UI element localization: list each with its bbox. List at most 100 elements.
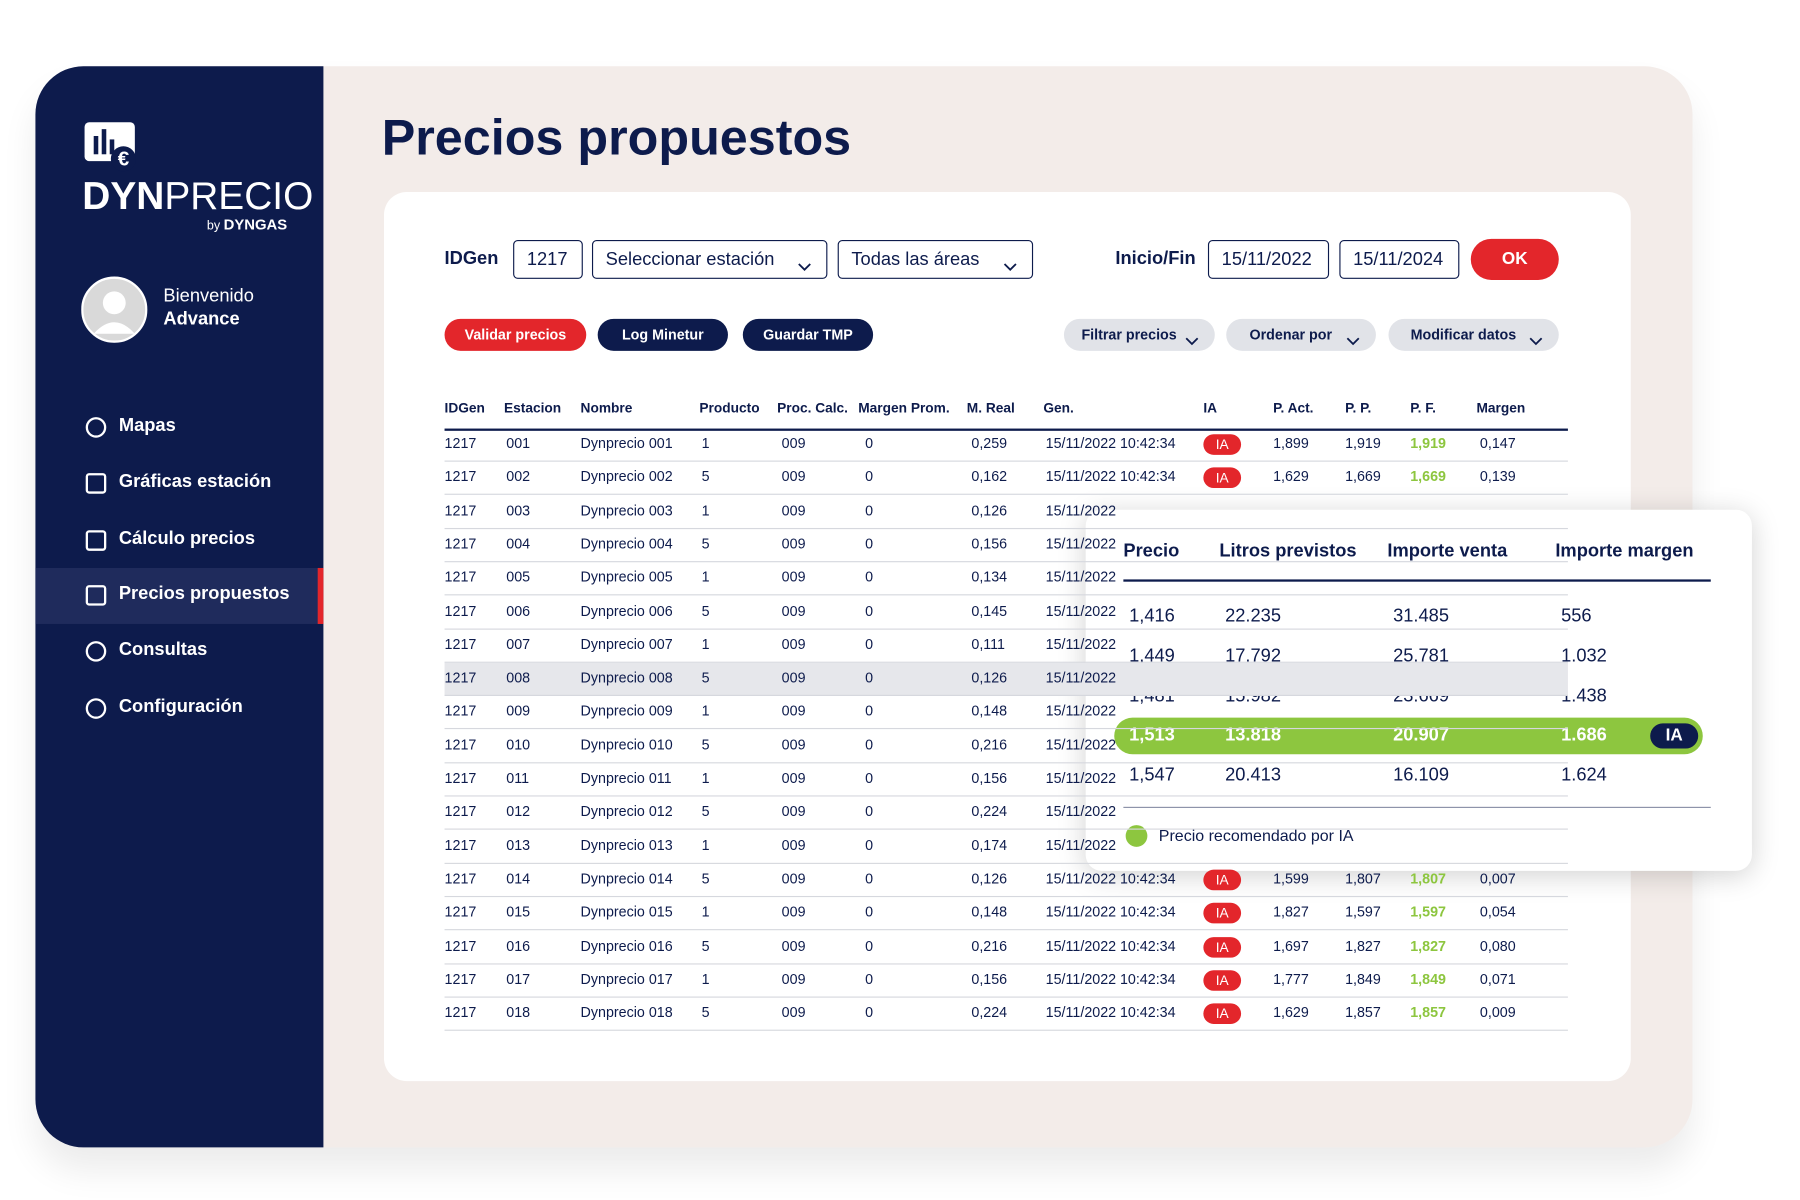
table-cell: 1217 [444,803,477,820]
table-cell: 1,777 [1273,971,1309,988]
row-rule [444,828,1568,831]
popup-header: Importe venta [1387,541,1508,562]
final-price: 1,669 [1410,468,1446,485]
legend-dot [1125,825,1148,847]
popup-cell: 1.624 [1561,765,1607,786]
table-cell: 15/11/2022 [1045,904,1117,921]
ok-button[interactable]: OK [1470,238,1559,280]
nav-icon [85,585,107,606]
table-cell: 0,126 [971,669,1008,686]
table-cell: 1217 [444,569,477,586]
avatar [81,276,148,343]
chevron [1003,257,1017,271]
table-cell: 1,629 [1273,1004,1309,1021]
table-cell: 1,857 [1345,1004,1381,1021]
table-cell: 009 [781,870,806,887]
end-date[interactable]: 15/11/2024 [1339,239,1460,279]
nav-icon [85,417,107,438]
logo-icon: € [84,122,136,172]
table-cell: 0,148 [971,904,1008,921]
nav-item[interactable]: Cálculo precios [118,529,256,549]
table-cell: 0,126 [971,870,1008,887]
table-cell: 009 [781,468,806,485]
chevron [1529,331,1543,346]
table-cell: 1 [701,502,710,519]
table-cell: 0 [865,736,874,753]
menu-button[interactable]: Ordenar por [1226,318,1376,351]
table-cell: 1217 [444,468,477,485]
start-date[interactable]: 15/11/2022 [1207,239,1330,279]
popup-rule [1123,579,1711,582]
table-cell: 1 [701,703,710,720]
table-cell: 15/11/2022 [1045,1004,1117,1021]
table-cell: 15/11/2022 [1045,435,1117,452]
table-cell: 018 [506,1004,531,1021]
table-cell: 001 [506,435,531,452]
table-cell: 1,697 [1273,937,1309,954]
menu-button[interactable]: Modificar datos [1388,318,1559,351]
table-cell: 10:42:34 [1119,468,1176,485]
chevron [1346,331,1360,346]
table-cell: 5 [701,803,710,820]
row-rule [444,560,1568,563]
nav-item[interactable]: Precios propuestos [118,583,290,604]
popup-cell: 1,416 [1129,606,1175,627]
table-cell: 1 [701,904,710,921]
table-cell: 011 [506,770,530,787]
table-cell: 1217 [444,837,477,854]
table-cell: 1,899 [1273,435,1309,452]
row-rule [444,1029,1568,1031]
table-cell: 002 [506,468,531,485]
row-highlight [444,662,1568,697]
nav-item[interactable]: Configuración [118,697,243,717]
table-cell: 0,134 [971,569,1008,586]
station-select[interactable]: Seleccionar estación [591,239,828,279]
popup-cell: 1,449 [1129,646,1175,667]
table-cell: 1 [701,770,710,787]
table-cell: 009 [781,569,806,586]
table-cell: 1 [701,971,710,988]
column-header: Gen. [1043,399,1074,416]
area-select[interactable]: Todas las áreas [837,239,1034,279]
table-cell: 10:42:34 [1119,1004,1176,1021]
popup-cell: 1.438 [1561,686,1607,706]
table-cell: Dynprecio 012 [580,803,673,820]
table-cell: Dynprecio 005 [580,569,673,586]
table-cell: 1217 [444,1004,477,1021]
by: by [206,219,221,234]
table-cell: 15/11/2022 [1045,569,1117,586]
nav-item[interactable]: Consultas [118,639,208,660]
table-cell: 0 [865,770,874,787]
table-cell: 0 [865,803,874,820]
table-cell: 007 [506,636,531,653]
popup-cell: 20.413 [1225,765,1282,786]
nav-item[interactable]: Mapas [118,415,176,436]
table-cell: 017 [506,971,531,988]
table-cell: 15/11/2022 [1045,535,1117,552]
nav-item[interactable]: Gráficas estación [118,471,272,492]
table-cell: 0,148 [971,703,1008,720]
table-cell: 009 [781,502,806,519]
table-cell: 5 [701,870,710,887]
chevron-icon [798,263,811,271]
table-cell: 1217 [444,736,477,753]
table-cell: Dynprecio 006 [580,602,673,619]
table-cell: 009 [781,837,806,854]
ia-badge: IA [1203,903,1242,924]
table-cell: 1 [701,837,710,854]
menu-button[interactable]: Filtrar precios [1063,318,1215,351]
action-button[interactable]: Validar precios [444,318,587,351]
final-price: 1,827 [1410,937,1446,954]
column-header: P. F. [1410,399,1436,416]
action-button[interactable]: Log Minetur [597,318,728,351]
chevron-icon [1346,337,1360,346]
table-cell: 010 [506,736,531,753]
table-cell: 15/11/2022 [1045,468,1117,485]
table-cell: 1,669 [1345,468,1381,485]
popup-header: Precio [1123,541,1180,562]
idgen-input[interactable]: 1217 [513,239,583,279]
table-cell: 10:42:34 [1119,937,1176,954]
popup-cell: 22.235 [1225,606,1282,627]
action-button[interactable]: Guardar TMP [742,318,874,351]
